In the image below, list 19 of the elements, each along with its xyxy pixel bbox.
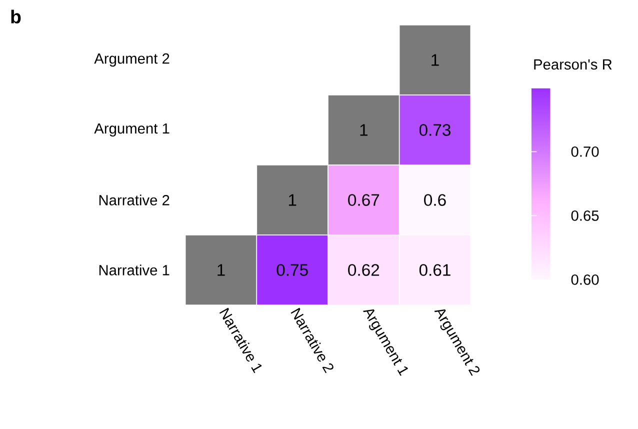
text: 1 <box>432 54 439 66</box>
data-label: 0.61 <box>419 264 450 276</box>
data-label: 0.62 <box>348 264 380 276</box>
text: 1 <box>360 124 368 136</box>
y-tick-label: Narrative 2 <box>99 194 170 206</box>
color-bar-title: Pearson's R <box>534 59 612 70</box>
text: b <box>11 10 21 24</box>
text: 1 <box>288 194 296 206</box>
y-tick-label: Narrative 1 <box>99 264 170 276</box>
data-label: 0.67 <box>348 194 380 206</box>
data-label: 0.6 <box>424 194 446 206</box>
y-tick-label: Argument 2 <box>94 53 170 67</box>
color-bar-label: 0.60 <box>571 274 599 285</box>
y-tick-label: Argument 1 <box>94 123 170 137</box>
color-bar-label: 0.70 <box>571 146 599 157</box>
color-bar-label: 0.65 <box>571 210 599 221</box>
text: 1 <box>218 264 225 276</box>
data-label: 0.75 <box>276 264 308 276</box>
data-label: 0.73 <box>419 124 450 136</box>
